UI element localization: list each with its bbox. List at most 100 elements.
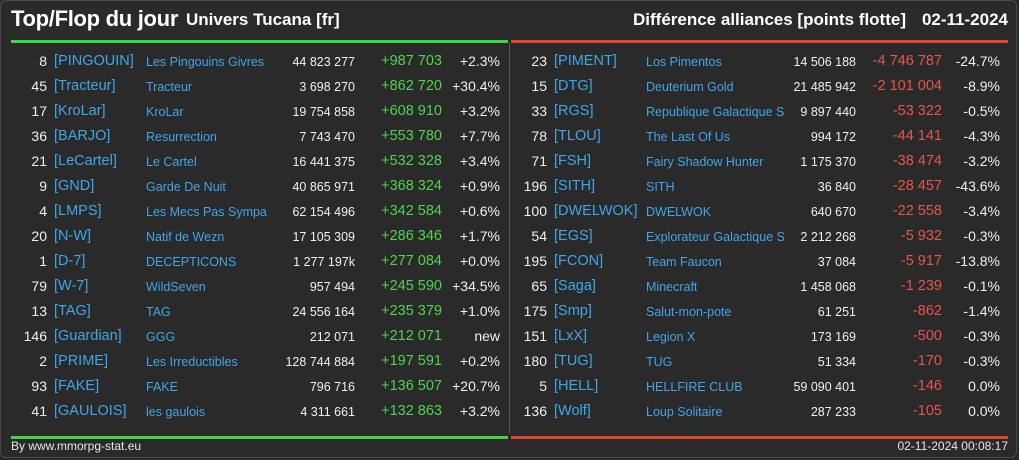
alliance-name-link[interactable]: Explorateur Galactique S [646, 230, 784, 244]
alliance-tag-link[interactable]: [DTG] [554, 78, 593, 94]
alliance-name-link[interactable]: Republique Galactique S [646, 105, 784, 119]
rank-cell: 195 [523, 253, 547, 269]
alliance-name-link[interactable]: HELLFIRE CLUB [646, 380, 743, 394]
alliance-name-link[interactable]: Le Cartel [146, 155, 197, 169]
alliance-tag-link[interactable]: [EGS] [554, 228, 593, 244]
alliance-name-link[interactable]: DWELWOK [646, 205, 712, 219]
flop-row: 180 [TUG] TUG 51 334 -170 -0.3% [511, 350, 1008, 375]
rank-cell: 65 [531, 278, 547, 294]
header: Top/Flop du jour Univers Tucana [fr] Dif… [0, 0, 1019, 40]
percent-cell: +3.2% [459, 103, 500, 119]
points-cell: 640 670 [810, 205, 856, 219]
alliance-name-link[interactable]: TUG [646, 355, 673, 369]
rank-cell: 100 [523, 203, 547, 219]
panel-divider [509, 43, 510, 433]
alliance-tag-link[interactable]: [PRIME] [54, 353, 108, 369]
alliance-name-link[interactable]: Les Pingouins Givres [146, 55, 265, 69]
alliance-name-link[interactable]: Resurrection [146, 130, 217, 144]
alliance-name-link[interactable]: Legion X [646, 330, 696, 344]
alliance-name-link[interactable]: GGG [146, 330, 176, 344]
universe-label: Univers Tucana [fr] [186, 10, 340, 29]
points-cell: 9 897 440 [800, 105, 856, 119]
alliance-name-link[interactable]: Les Mecs Pas Sympa [146, 205, 267, 219]
alliance-tag-link[interactable]: [TUG] [554, 353, 593, 369]
rank-cell: 1 [39, 253, 47, 269]
alliance-name-link[interactable]: The Last Of Us [646, 130, 731, 144]
points-cell: 36 840 [817, 180, 856, 194]
rank-cell: 196 [523, 178, 547, 194]
alliance-tag-link[interactable]: [N-W] [54, 228, 92, 244]
change-cell: -500 [912, 328, 942, 344]
rank-cell: 180 [523, 353, 547, 369]
change-cell: +368 324 [381, 178, 442, 194]
change-cell: -146 [912, 378, 942, 394]
alliance-name-link[interactable]: Deuterium Gold [646, 80, 734, 94]
alliance-tag-link[interactable]: [BARJO] [54, 128, 111, 144]
alliance-tag-link[interactable]: [PIMENT] [554, 53, 617, 69]
alliance-tag-link[interactable]: [FSH] [554, 153, 592, 169]
alliance-tag-link[interactable]: [LMPS] [54, 203, 102, 219]
points-cell: 14 506 188 [793, 55, 856, 69]
alliance-name-link[interactable]: Fairy Shadow Hunter [646, 155, 764, 169]
alliance-name-link[interactable]: Minecraft [646, 280, 698, 294]
alliance-tag-link[interactable]: [D-7] [54, 253, 86, 269]
percent-cell: +1.7% [459, 228, 500, 244]
rank-cell: 45 [31, 78, 47, 94]
alliance-tag-link[interactable]: [W-7] [54, 278, 89, 294]
alliance-tag-link[interactable]: [Smp] [554, 303, 592, 319]
alliance-tag-link[interactable]: [FAKE] [54, 378, 100, 394]
alliance-tag-link[interactable]: [HELL] [554, 378, 599, 394]
change-cell: -28 457 [892, 178, 942, 194]
alliance-name-link[interactable]: Salut-mon-pote [646, 305, 732, 319]
top-row: 146 [Guardian] GGG 212 071 +212 071 new [11, 325, 508, 350]
alliance-tag-link[interactable]: [Saga] [554, 278, 596, 294]
alliance-name-link[interactable]: Los Pimentos [646, 55, 722, 69]
alliance-tag-link[interactable]: [SITH] [554, 178, 596, 194]
alliance-name-link[interactable]: Tracteur [146, 80, 193, 94]
alliance-name-link[interactable]: FAKE [146, 380, 178, 394]
rank-cell: 41 [31, 403, 47, 419]
alliance-name-link[interactable]: KroLar [146, 105, 184, 119]
alliance-tag-link[interactable]: [Tracteur] [54, 78, 116, 94]
change-cell: +608 910 [381, 103, 442, 119]
change-cell: +553 780 [381, 128, 442, 144]
points-cell: 128 744 884 [285, 355, 355, 369]
alliance-tag-link[interactable]: [PINGOUIN] [54, 53, 134, 69]
change-cell: -105 [912, 403, 942, 419]
alliance-name-link[interactable]: SITH [646, 180, 675, 194]
alliance-tag-link[interactable]: [GND] [54, 178, 95, 194]
percent-cell: -0.3% [963, 328, 1000, 344]
top-row: 9 [GND] Garde De Nuit 40 865 971 +368 324 +0.… [11, 175, 508, 200]
flop-row: 33 [RGS] Republique Galactique S 9 897 440 -… [511, 100, 1008, 125]
alliance-name-link[interactable]: DECEPTICONS [146, 255, 237, 269]
alliance-name-link[interactable]: WildSeven [146, 280, 206, 294]
alliance-tag-link[interactable]: [TLOU] [554, 128, 601, 144]
top-panel: 8 [PINGOUIN] Les Pingouins Givres 44 823 27… [11, 40, 508, 439]
alliance-tag-link[interactable]: [RGS] [554, 103, 594, 119]
alliance-tag-link[interactable]: [Guardian] [54, 328, 122, 344]
alliance-tag-link[interactable]: [DWELWOK] [554, 203, 638, 219]
points-cell: 212 071 [309, 330, 355, 344]
alliance-tag-link[interactable]: [LxX] [554, 328, 588, 344]
rank-cell: 36 [31, 128, 47, 144]
alliance-tag-link[interactable]: [Wolf] [554, 403, 591, 419]
alliance-tag-link[interactable]: [KroLar] [54, 103, 106, 119]
percent-cell: +20.7% [452, 378, 500, 394]
top-row: 2 [PRIME] Les Irreductibles 128 744 884 +197… [11, 350, 508, 375]
rank-cell: 15 [531, 78, 547, 94]
alliance-name-link[interactable]: Team Faucon [646, 255, 722, 269]
alliance-name-link[interactable]: les gaulois [146, 405, 206, 419]
change-cell: -1 239 [900, 278, 942, 294]
alliance-tag-link[interactable]: [TAG] [54, 303, 91, 319]
flop-row: 195 [FCON] Team Faucon 37 084 -5 917 -13.8% [511, 250, 1008, 275]
alliance-name-link[interactable]: Les Irreductibles [146, 355, 238, 369]
alliance-tag-link[interactable]: [GAULOIS] [54, 403, 127, 419]
alliance-tag-link[interactable]: [LeCartel] [54, 153, 117, 169]
alliance-name-link[interactable]: Garde De Nuit [146, 180, 226, 194]
alliance-name-link[interactable]: Loup Solitaire [646, 405, 723, 419]
percent-cell: -13.8% [955, 253, 1000, 269]
alliance-tag-link[interactable]: [FCON] [554, 253, 604, 269]
alliance-name-link[interactable]: TAG [146, 305, 171, 319]
alliance-name-link[interactable]: Natif de Wezn [146, 230, 225, 244]
change-cell: -4 746 787 [872, 53, 942, 69]
